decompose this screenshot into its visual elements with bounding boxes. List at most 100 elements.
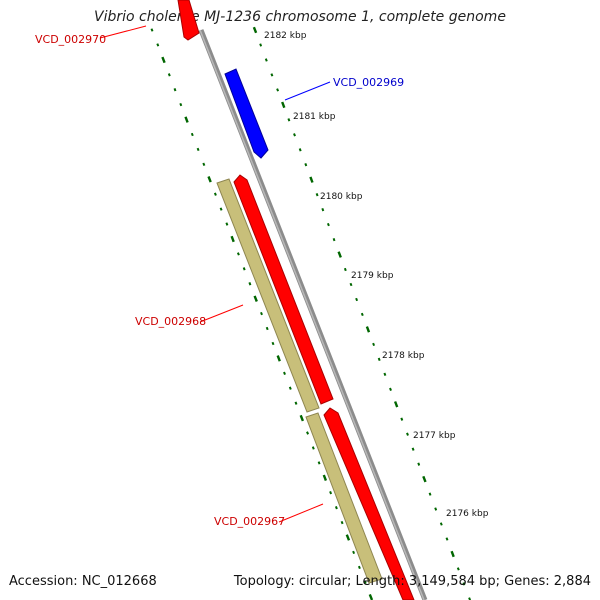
gene-label-leader [99, 25, 147, 39]
gene-label-leader [284, 81, 331, 101]
ruler-minor-tick [260, 311, 263, 316]
gene-label-leader [199, 304, 244, 323]
ruler-minor-tick [156, 43, 160, 47]
ruler-minor-tick [276, 88, 280, 92]
ruler-minor-tick [265, 326, 269, 331]
ruler-minor-tick [317, 461, 321, 465]
ruler-minor-tick [293, 133, 296, 137]
ruler-minor-tick [242, 267, 246, 271]
ruler-minor-tick [334, 506, 338, 510]
gene-arrow-vcd-002969[interactable] [224, 68, 269, 159]
ruler-minor-tick [360, 312, 364, 317]
orf-feature [216, 178, 320, 413]
gene-arrow-vcd-002970[interactable] [177, 0, 200, 41]
genome-summary-text: Topology: circular; Length: 3,149,584 bp… [233, 574, 591, 589]
ruler-label: 2178 kbp [382, 351, 425, 361]
ruler-label: 2181 kbp [293, 112, 336, 122]
ruler-minor-tick [287, 118, 291, 122]
ruler-label: 2176 kbp [446, 509, 489, 519]
genome-backbone-highlight [199, 29, 425, 600]
ruler-minor-tick [202, 162, 206, 166]
outer-dotted-ruler [252, 26, 472, 600]
ruler-minor-tick [225, 222, 229, 226]
ruler-major-tick [309, 176, 314, 183]
ruler-minor-tick [150, 28, 154, 32]
ruler-minor-tick [372, 342, 376, 347]
inner-dotted-ruler [150, 28, 374, 600]
ruler-label: 2179 kbp [351, 271, 394, 281]
ruler-major-tick [184, 116, 189, 123]
ruler-minor-tick [248, 282, 252, 286]
ruler-major-tick [393, 401, 399, 408]
gene-arrow-vcd-002968[interactable] [233, 174, 334, 405]
ruler-minor-tick [352, 550, 356, 555]
ruler-minor-tick [363, 580, 367, 584]
ruler-minor-tick [411, 447, 415, 451]
ruler-minor-tick [445, 537, 449, 541]
ruler-major-tick [322, 474, 328, 482]
gene-label-vcd-002970[interactable]: VCD_002970 [35, 33, 106, 46]
gene-label-vcd-002969[interactable]: VCD_002969 [333, 76, 404, 89]
ruler-major-tick [252, 26, 258, 34]
ruler-major-tick [207, 176, 212, 183]
ruler-label: 2177 kbp [413, 431, 456, 441]
ruler-minor-tick [298, 148, 302, 152]
ruler-label: 2182 kbp [264, 31, 307, 41]
ruler-minor-tick [236, 252, 240, 256]
ruler-minor-tick [349, 282, 353, 287]
gene-label-leader [278, 503, 324, 523]
ruler-minor-tick [294, 401, 298, 405]
ruler-minor-tick [190, 132, 194, 137]
ruler-minor-tick [355, 297, 359, 302]
ruler-minor-tick [173, 88, 177, 92]
ruler-major-tick [299, 414, 305, 422]
ruler-minor-tick [340, 520, 344, 525]
ruler-minor-tick [377, 357, 381, 362]
ruler-minor-tick [179, 102, 183, 107]
ruler-minor-tick [213, 192, 217, 196]
ruler-minor-tick [428, 492, 432, 496]
ruler-major-tick [253, 295, 258, 302]
ruler-minor-tick [389, 387, 392, 391]
ruler-major-tick [161, 56, 166, 64]
genome-backbone [198, 29, 428, 600]
accession-text: Accession: NC_012668 [9, 574, 157, 589]
gene-arrow-vcd-002967[interactable] [323, 407, 415, 600]
ruler-major-tick [422, 475, 427, 483]
gene-label-vcd-002967[interactable]: VCD_002967 [214, 515, 285, 528]
ruler-minor-tick [264, 58, 268, 62]
ruler-minor-tick [357, 565, 361, 570]
ruler-minor-tick [434, 507, 438, 511]
ruler-major-tick [450, 550, 455, 558]
ruler-minor-tick [332, 237, 336, 242]
gene-label-vcd-002968[interactable]: VCD_002968 [135, 315, 206, 328]
ruler-minor-tick [306, 431, 310, 435]
ruler-minor-tick [304, 163, 308, 167]
ruler-minor-tick [167, 73, 171, 77]
ruler-label: 2180 kbp [320, 192, 363, 202]
ruler-minor-tick [417, 462, 421, 466]
ruler-minor-tick [259, 43, 263, 47]
ruler-minor-tick [329, 491, 333, 495]
ruler-minor-tick [311, 446, 315, 450]
orf-feature [305, 412, 383, 584]
ruler-minor-tick [400, 417, 404, 421]
ruler-major-tick [368, 593, 374, 600]
map-title: Vibrio cholerae MJ-1236 chromosome 1, co… [94, 9, 506, 25]
ruler-minor-tick [271, 341, 275, 346]
ruler-major-tick [337, 251, 342, 258]
ruler-minor-tick [196, 147, 200, 152]
ruler-major-tick [281, 101, 286, 109]
ruler-minor-tick [283, 371, 286, 375]
ruler-minor-tick [219, 207, 223, 211]
ruler-minor-tick [406, 432, 409, 436]
ruler-minor-tick [321, 207, 325, 212]
ruler-major-tick [230, 235, 235, 243]
ruler-major-tick [365, 326, 371, 333]
ruler-minor-tick [439, 522, 443, 526]
ruler-minor-tick [456, 567, 460, 571]
ruler-minor-tick [383, 372, 387, 376]
ruler-major-tick [276, 355, 281, 362]
ruler-minor-tick [343, 267, 347, 272]
